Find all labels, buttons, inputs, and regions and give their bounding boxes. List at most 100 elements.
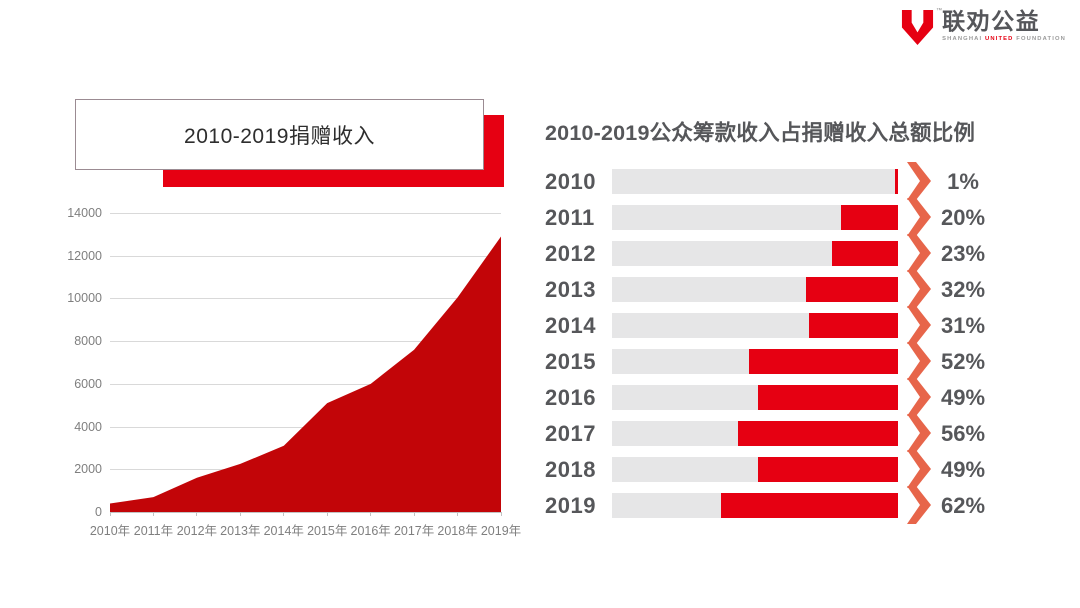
x-axis-tick-label: 2016年 [350,524,391,538]
year-label: 2016 [545,384,596,410]
bar-row: 2016 49% [545,378,1070,416]
logo-en-word: FOUNDATION [1016,36,1066,43]
x-axis-tick-label: 2019年 [480,524,522,538]
gridline [110,512,501,513]
gridline [110,213,501,214]
arrow-right-icon [907,378,931,416]
bar-track [612,241,898,266]
x-axis-tick-label: 2017年 [393,524,435,538]
bar-fill [757,385,898,410]
percent-label: 49% [940,384,986,410]
bar-row: 2018 49% [545,450,1070,488]
year-label: 2011 [545,204,595,230]
y-axis-tick-label: 6000 [74,376,102,391]
gridline [110,298,501,300]
percent-label: 23% [940,240,986,266]
logo-en-text: SHANGHAI UNITED FOUNDATION [942,36,1066,42]
x-axis-tick [239,512,241,516]
percent-label: 49% [940,456,986,482]
percent-label: 20% [940,204,986,230]
x-axis-tick [283,512,285,516]
x-axis-tick-label: 2012年 [176,524,218,538]
percent-label: 62% [940,492,986,518]
bar-track [612,169,898,194]
bar-track [612,421,898,446]
bar-row: 2015 52% [545,342,1070,380]
year-label: 2014 [545,312,596,338]
right-chart-title: 2010-2019公众筹款收入占捐赠收入总额比例 [545,121,976,145]
bar-row: 2011 20% [545,198,1070,236]
x-axis-tick-label: 2014年 [263,524,304,538]
bar-track [612,493,898,518]
bar-row: 2019 62% [545,486,1070,524]
bar-track [612,277,898,302]
x-axis-tick [413,512,415,516]
year-label: 2010 [545,168,596,194]
bar-fill [737,421,898,446]
bar-fill [832,241,898,266]
arrow-right-icon [907,234,931,272]
left-chart-title: 2010-2019捐赠收入 [184,124,375,148]
percent-label: 31% [940,312,986,338]
x-axis-tick [370,512,372,516]
bar-track [612,385,898,410]
x-axis-tick [152,512,154,516]
bar-track [612,457,898,482]
percent-label: 52% [940,348,986,374]
logo-u-icon [902,10,934,45]
bar-fill [749,349,898,374]
bar-track [612,205,898,230]
x-axis-tick [109,512,111,516]
y-axis-tick-label: 14000 [67,206,102,220]
arrow-right-icon [907,306,931,344]
x-axis-tick-label: 2018年 [437,524,478,538]
bar-rows: 2010 1% 2011 20% 2012 23% 2013 32% 2014 31% 2015 52… [545,162,1070,524]
bar-row: 2012 23% [545,234,1070,272]
logo-cn-text: 联劝公益 [942,8,1041,34]
percent-label: 32% [940,276,986,302]
logo: ™ 联劝公益 SHANGHAI UNITED FOUNDATION [900,8,1066,47]
logo-en-word: SHANGHAI [942,36,983,43]
x-axis-tick [326,512,328,516]
year-label: 2013 [545,276,596,302]
x-axis-tick-label: 2011年 [133,524,174,538]
arrow-right-icon [907,486,931,524]
gridline [110,341,501,343]
bar-fill [809,313,898,338]
year-label: 2017 [545,420,596,446]
bar-fill [806,277,898,302]
trademark-symbol: ™ [936,8,943,14]
y-axis-tick-label: 8000 [74,334,102,349]
area-chart: 14000 12000 10000 8000 6000 4000 2000 0 2010年 20… [67,207,521,538]
gridline [110,255,501,257]
y-axis-tick-label: 12000 [67,248,102,263]
percent-label: 1% [947,168,979,194]
bar-track [612,349,898,374]
y-axis-tick-label: 10000 [67,291,102,306]
bar-fill [840,205,898,230]
y-axis-tick-label: 4000 [74,419,102,434]
logo-en-word-red: UNITED [985,36,1014,43]
year-label: 2015 [545,348,596,374]
y-axis-tick-label: 0 [95,505,102,519]
gridline [110,383,501,385]
x-axis-tick-label: 2015年 [307,524,348,538]
bar-row: 2010 1% [545,162,1070,200]
x-axis-tick-label: 2013年 [220,524,261,538]
year-label: 2018 [545,456,596,482]
year-label: 2019 [545,492,596,518]
bar-row: 2017 56% [545,414,1070,452]
bar-row: 2014 31% [545,306,1070,344]
arrow-right-icon [907,270,931,308]
arrow-right-icon [907,450,931,488]
arrow-right-icon [907,414,931,452]
arrow-right-icon [907,198,931,236]
bar-fill [895,169,898,194]
arrow-right-icon [907,342,931,380]
bar-track [612,313,898,338]
x-axis-tick [500,512,502,516]
x-axis-tick [457,512,459,516]
x-axis-tick-label: 2010年 [89,524,131,538]
bar-chart: 2010-2019公众筹款收入占捐赠收入总额比例 2010 1% 2011 20% 20… [545,120,1070,529]
